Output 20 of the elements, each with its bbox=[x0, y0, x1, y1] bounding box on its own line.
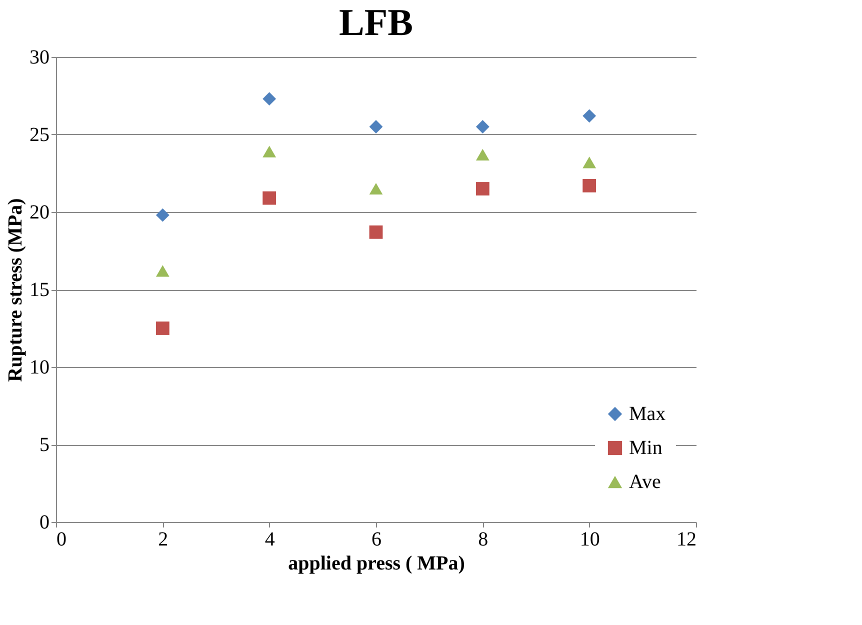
x-axis-title: applied press ( MPa) bbox=[288, 552, 465, 574]
chart-title: LFB bbox=[339, 2, 413, 44]
y-tick-label: 20 bbox=[30, 202, 50, 224]
y-tick-label: 0 bbox=[40, 512, 50, 534]
x-tick-label: 10 bbox=[580, 528, 600, 550]
y-tick-label: 10 bbox=[30, 356, 50, 378]
x-tick-label: 2 bbox=[158, 528, 168, 550]
y-tick-label: 25 bbox=[30, 124, 50, 146]
legend-label: Min bbox=[629, 437, 662, 459]
x-tick-label: 8 bbox=[478, 528, 488, 550]
y-axis-title: Rupture stress (MPa) bbox=[4, 198, 26, 382]
x-tick-label: 0 bbox=[56, 528, 66, 550]
y-tick-label: 15 bbox=[30, 279, 50, 301]
legend-label: Ave bbox=[629, 471, 661, 493]
x-tick-label: 4 bbox=[264, 528, 275, 550]
x-tick-label: 6 bbox=[372, 528, 382, 550]
x-tick-label: 12 bbox=[676, 528, 696, 550]
legend-label: Max bbox=[629, 403, 666, 425]
y-tick-label: 5 bbox=[40, 434, 50, 456]
y-tick-label: 30 bbox=[30, 46, 50, 68]
